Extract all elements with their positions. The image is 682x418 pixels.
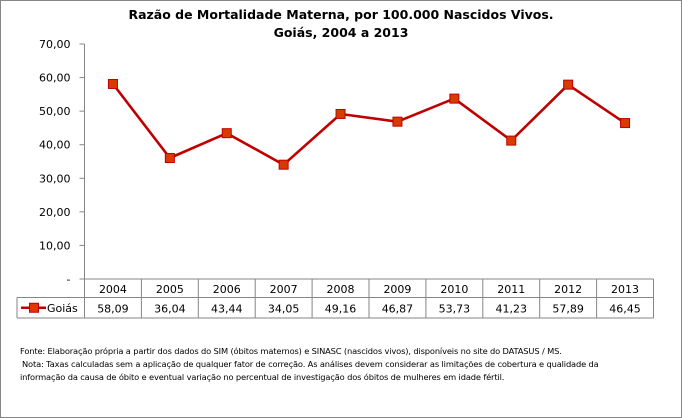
chart-subtitle: Goiás, 2004 a 2013 [273, 25, 409, 40]
x-tick-label: 2010 [440, 283, 468, 296]
data-point-marker [221, 128, 232, 139]
y-tick-label: 40,00 [39, 139, 71, 152]
data-table: 2004 58,09 2005 36,04 2006 43,44 2007 34,05 2008… [16, 278, 654, 319]
data-point-marker [449, 93, 460, 104]
data-label: 46,45 [609, 303, 641, 316]
note-line-2: informação da causa de óbito e eventual … [20, 372, 505, 382]
data-point-marker [506, 135, 517, 146]
y-tick-label: 30,00 [39, 172, 71, 185]
y-tick-label: 50,00 [39, 105, 71, 118]
y-axis: - 10,00 20,00 30,00 40,00 50,00 60,00 70,00 [39, 38, 85, 286]
y-tick-label: 60,00 [39, 72, 71, 85]
data-label: 43,44 [211, 303, 243, 316]
data-label: 49,16 [325, 303, 357, 316]
data-point-marker [278, 159, 289, 170]
data-label: 53,73 [439, 303, 471, 316]
legend-label: Goiás [47, 302, 78, 315]
x-tick-label: 2007 [270, 283, 298, 296]
x-tick-label: 2004 [99, 283, 127, 296]
source-note: Fonte: Elaboração própria a partir dos d… [20, 346, 562, 356]
note-line-1: Nota: Taxas calculadas sem a aplicação d… [22, 359, 599, 369]
data-point-marker [563, 79, 574, 90]
data-point-marker [335, 108, 346, 119]
y-tick-label: 10,00 [39, 239, 71, 252]
data-label: 46,87 [382, 303, 414, 316]
chart-title: Razão de Mortalidade Materna, por 100.00… [128, 7, 554, 22]
x-tick-label: 2005 [156, 283, 184, 296]
y-tick-label: 20,00 [39, 206, 71, 219]
data-point-marker [392, 116, 403, 127]
x-tick-label: 2006 [213, 283, 241, 296]
data-point-marker [620, 118, 631, 129]
x-tick-label: 2012 [554, 283, 582, 296]
x-tick-label: 2013 [611, 283, 639, 296]
data-label: 34,05 [268, 303, 300, 316]
data-label: 57,89 [552, 303, 584, 316]
data-point-marker [164, 153, 175, 164]
legend-marker [29, 302, 39, 313]
data-label: 58,09 [97, 303, 129, 316]
series-line-goias [111, 83, 626, 166]
plot-area [107, 78, 631, 170]
y-tick-label: 70,00 [39, 38, 71, 51]
x-tick-label: 2011 [497, 283, 525, 296]
y-tick-label: - [67, 273, 71, 286]
x-tick-label: 2009 [383, 283, 411, 296]
x-tick-label: 2008 [327, 283, 355, 296]
data-label: 36,04 [154, 303, 186, 316]
data-label: 41,23 [496, 303, 528, 316]
data-point-marker [107, 78, 118, 89]
